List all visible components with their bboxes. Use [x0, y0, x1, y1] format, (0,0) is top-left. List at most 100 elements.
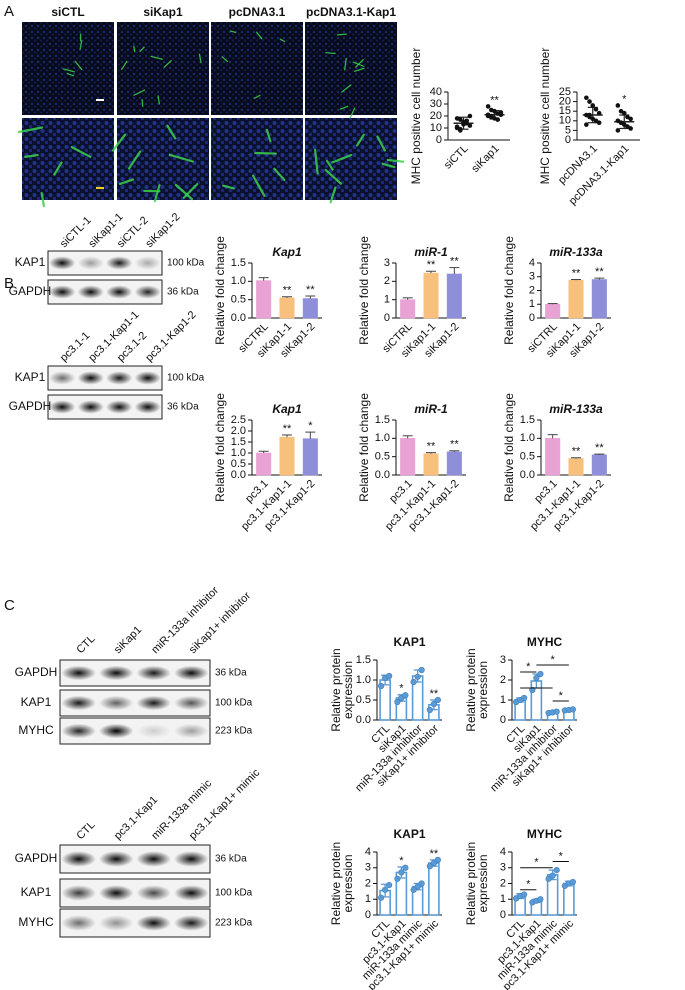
lane-label: CTL — [74, 633, 97, 656]
micrograph — [211, 118, 303, 200]
blot-band — [106, 285, 133, 299]
myotube — [255, 31, 263, 40]
row-label: KAP1 — [15, 255, 46, 269]
data-point — [458, 126, 463, 132]
chart-title: MYHC — [527, 827, 563, 841]
data-point — [410, 678, 417, 686]
y-axis-label: MHC positive cell number — [409, 48, 423, 185]
y-axis-label: expression — [476, 661, 490, 719]
blot-band — [174, 915, 209, 931]
y-tick-label: 1 — [384, 294, 390, 306]
blot-band — [49, 400, 76, 414]
data-point — [386, 672, 393, 680]
myotube — [70, 146, 92, 158]
y-tick-label: 1 — [365, 893, 371, 905]
data-point — [593, 106, 599, 112]
row-label: GAPDH — [9, 284, 52, 298]
lane-label: siKap1-2 — [143, 211, 182, 250]
data-point — [545, 875, 552, 882]
y-axis-label: Relative protein — [464, 842, 478, 925]
bar — [545, 438, 561, 476]
myotube — [24, 153, 39, 158]
data-point — [498, 110, 504, 115]
x-tick-label: siCTL — [442, 143, 471, 172]
myotube — [273, 167, 286, 182]
y-tick-label: 0 — [565, 134, 571, 146]
panel-label: A — [4, 3, 14, 20]
blot-band — [134, 285, 161, 299]
significance: ** — [450, 439, 459, 451]
y-tick-label: 3 — [384, 257, 390, 269]
bar — [279, 436, 295, 476]
row-label: MYHC — [18, 915, 54, 929]
data-point — [533, 674, 540, 682]
myotube — [133, 89, 146, 96]
y-tick-label: 0.5 — [356, 694, 371, 706]
myotube — [252, 174, 266, 197]
blot-band — [77, 285, 104, 299]
bar — [591, 279, 607, 319]
y-axis-label: Relative fold change — [502, 393, 516, 502]
chart-title: miR-133a — [549, 245, 603, 259]
chart-title: Kap1 — [272, 245, 302, 259]
blot-band — [136, 885, 171, 901]
myotube — [356, 133, 365, 147]
data-point — [587, 112, 592, 118]
myotube — [157, 95, 161, 105]
blot-band — [99, 723, 134, 739]
data-point — [537, 670, 544, 678]
data-point — [461, 122, 466, 127]
y-axis-label: expression — [341, 854, 355, 912]
column-label: siCTL — [51, 5, 84, 19]
myotube — [355, 59, 364, 68]
y-axis-label: expression — [341, 661, 355, 719]
blot-band — [61, 665, 96, 681]
blot-band — [77, 256, 104, 270]
myotube — [336, 33, 347, 36]
y-tick-label: 2.0 — [231, 425, 246, 437]
y-tick-label: 1 — [529, 298, 535, 310]
comparison-label: * — [526, 879, 531, 891]
myotube — [79, 40, 83, 50]
myotube — [174, 183, 194, 201]
y-tick-label: 0 — [436, 134, 442, 146]
micrograph — [22, 118, 114, 200]
band-size: 223 kDa — [215, 918, 253, 929]
row-label: KAP1 — [21, 885, 52, 899]
y-tick-label: 2 — [529, 284, 535, 296]
y-tick-label: 2 — [365, 877, 371, 889]
data-point — [569, 878, 576, 886]
y-tick-label: 1.5 — [375, 414, 390, 426]
data-point — [464, 118, 470, 124]
myotube — [40, 191, 45, 208]
blot-band — [134, 400, 161, 414]
lane-label: miR-133a inhibitor — [149, 584, 221, 656]
y-tick-label: 5 — [565, 124, 571, 136]
y-tick-label: 3 — [500, 862, 506, 874]
data-point — [553, 708, 560, 715]
band-size: 100 kDa — [215, 698, 253, 709]
y-tick-label: 2 — [500, 877, 506, 889]
significance: ** — [427, 259, 436, 271]
row-label: GAPDH — [15, 665, 58, 679]
data-point — [495, 117, 501, 122]
y-tick-label: 4 — [529, 257, 535, 269]
significance: * — [399, 855, 404, 867]
data-point — [596, 110, 602, 116]
y-tick-label: 40 — [430, 86, 442, 98]
myotube — [344, 57, 347, 71]
micrograph — [117, 22, 209, 115]
data-point — [628, 116, 633, 122]
data-point — [394, 875, 401, 882]
y-axis-label: expression — [476, 854, 490, 912]
data-point — [529, 686, 536, 694]
myotube — [17, 126, 44, 134]
data-point — [584, 95, 589, 101]
lane-label: pc3.1-Kap1+ mimic — [187, 767, 263, 843]
y-tick-label: 0.0 — [231, 469, 246, 481]
blot-band — [136, 851, 171, 867]
comparison-label: * — [534, 857, 539, 869]
y-tick-label: 10 — [430, 122, 442, 134]
data-point — [430, 859, 437, 867]
data-point — [418, 880, 425, 887]
